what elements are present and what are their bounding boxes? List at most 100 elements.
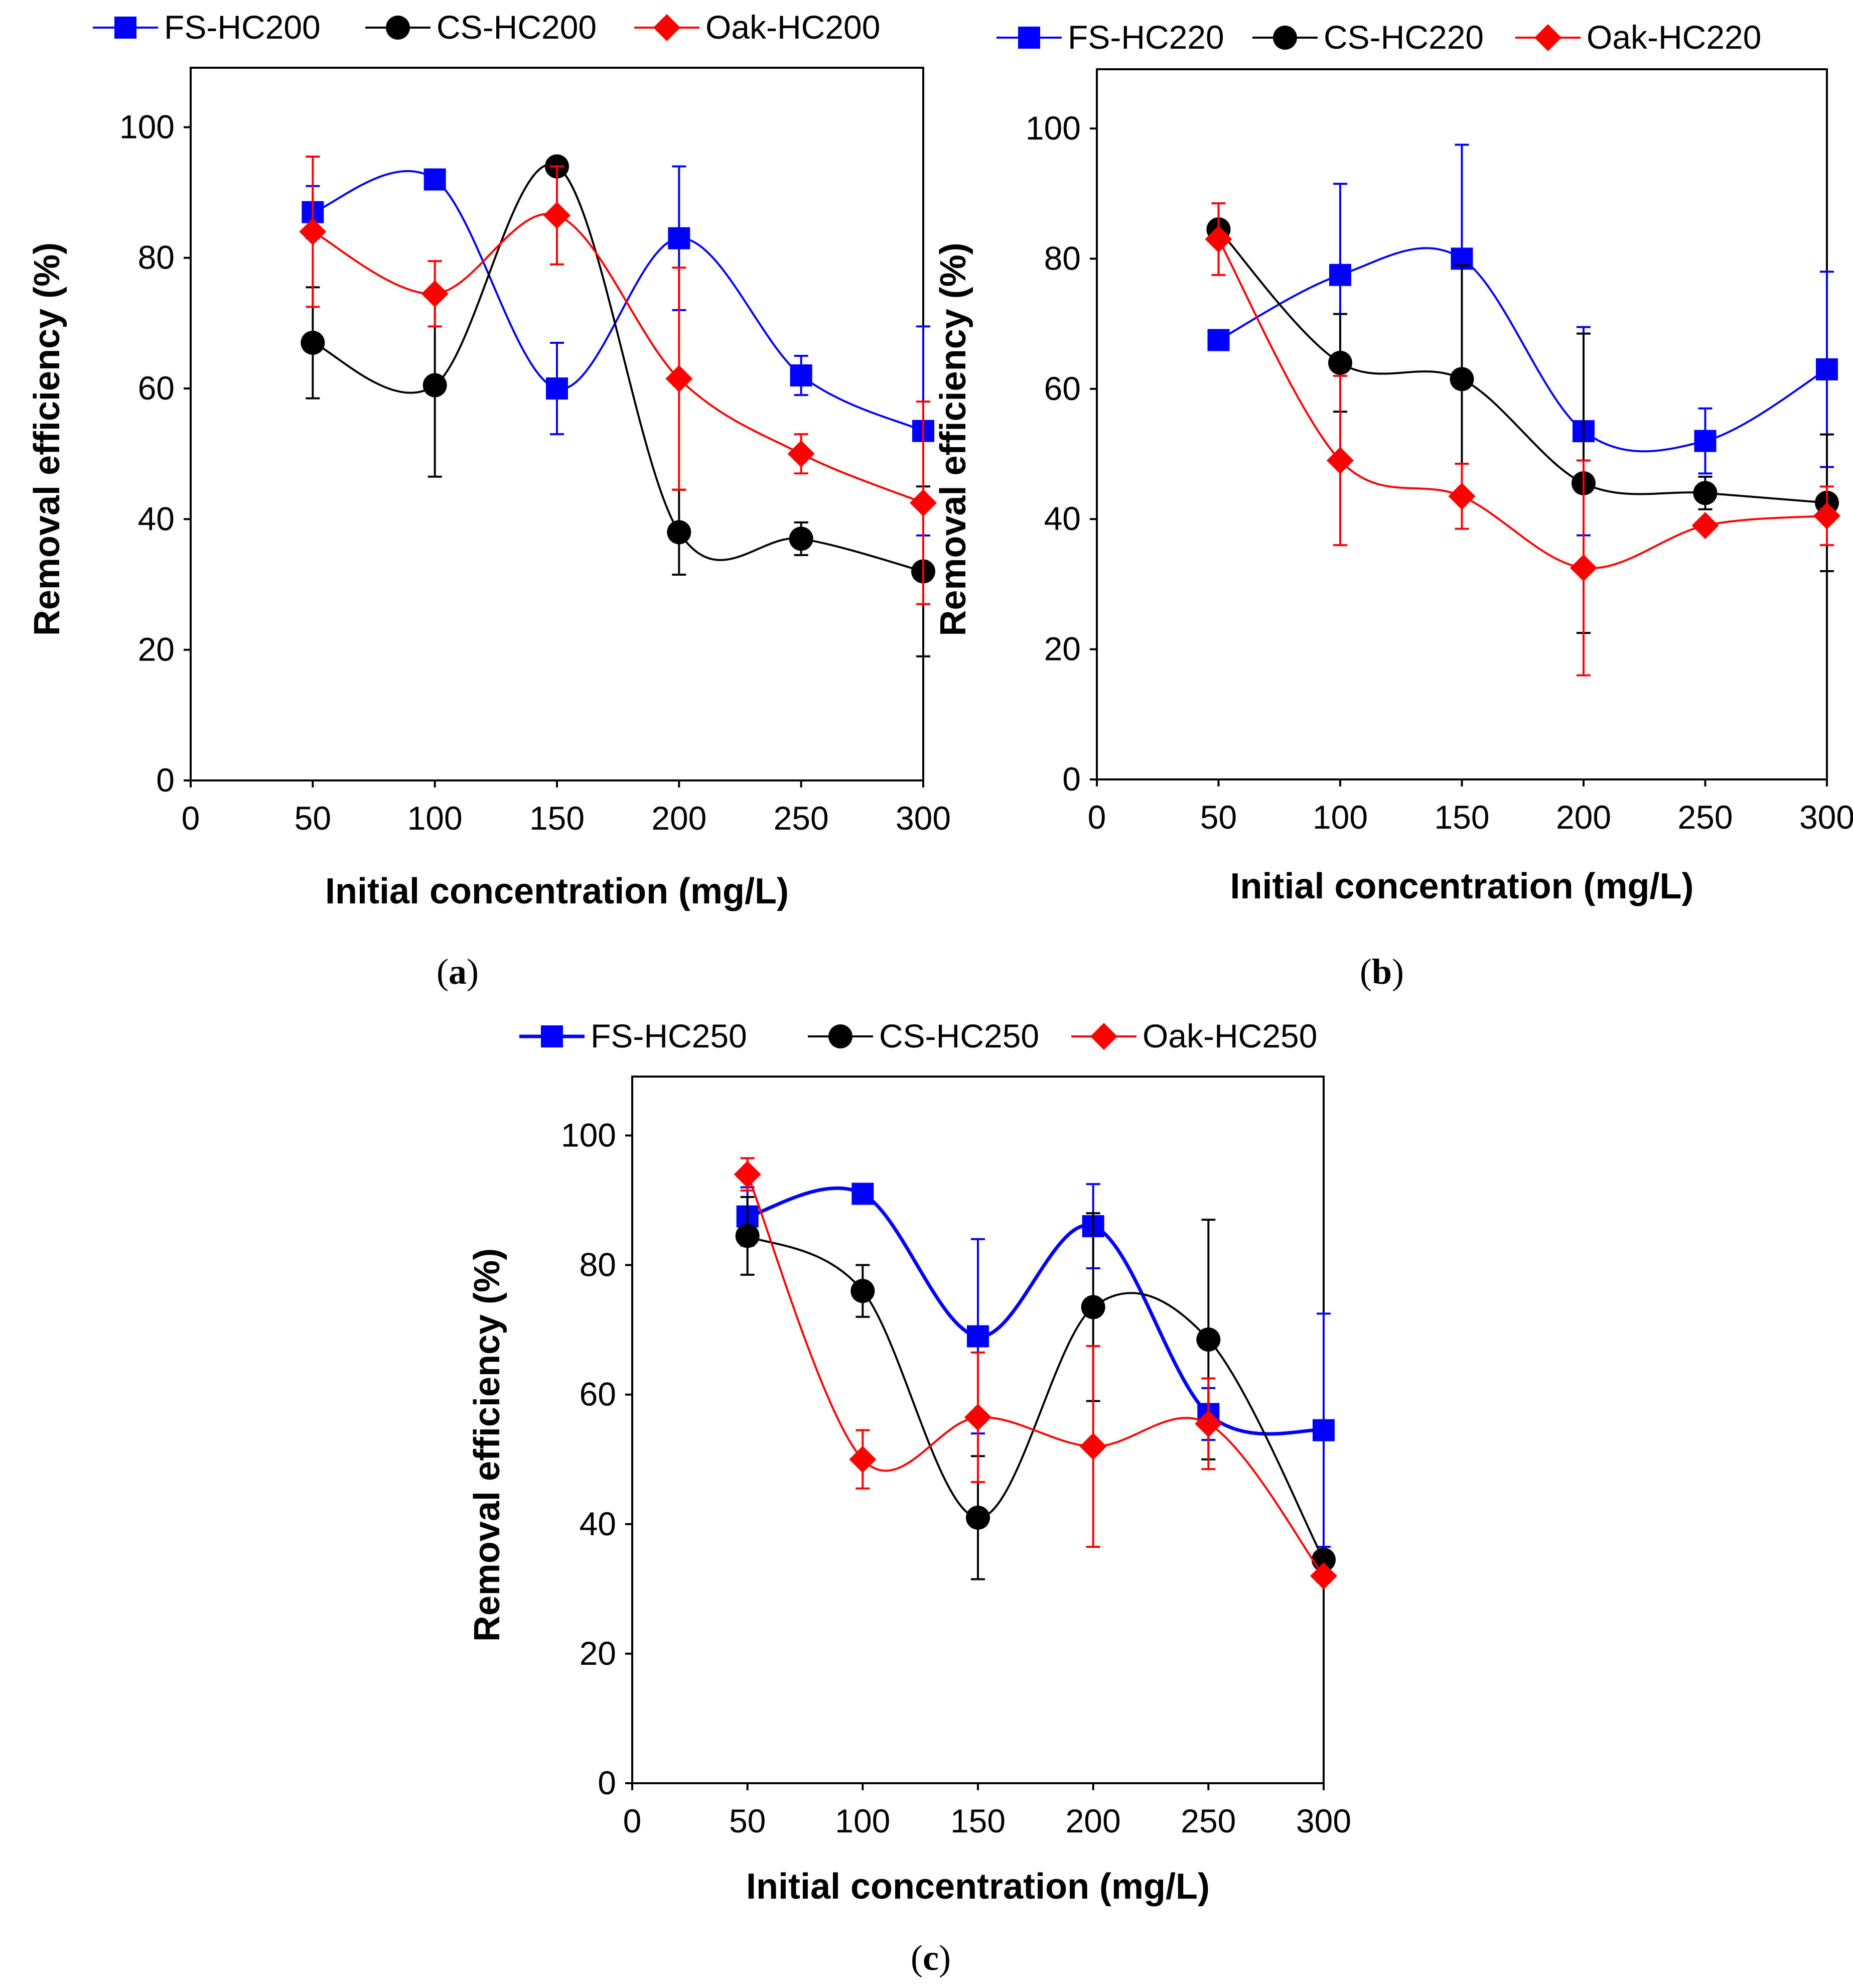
data-point-c-0-2 bbox=[967, 1325, 989, 1348]
legend-marker-b-2 bbox=[1534, 24, 1561, 51]
legend-entry-c-2: Oak-HC250 bbox=[1071, 1017, 1317, 1054]
chart-a-svg: 0 20 40 60 80 100 0 50 100 150 200 250 300 Initial co… bbox=[27, 9, 951, 911]
data-point-c-2-3 bbox=[1079, 1432, 1107, 1460]
data-point-c-2-0 bbox=[734, 1160, 761, 1188]
chart-c-svg: 0 20 40 60 80 100 0 50 100 150 200 250 300 Initial co… bbox=[467, 1017, 1351, 1907]
y-tick-label-b-3: 60 bbox=[1044, 370, 1081, 407]
legend-marker-a-1 bbox=[386, 16, 410, 40]
series-line-c-0 bbox=[747, 1186, 1324, 1436]
caption-b-letter: b bbox=[1371, 952, 1392, 992]
legend-entry-a-0: FS-HC200 bbox=[93, 9, 321, 46]
legend-label-a-2: Oak-HC200 bbox=[705, 9, 880, 46]
x-tick-label-a-0: 0 bbox=[182, 800, 200, 837]
x-tick-label-b-0: 0 bbox=[1088, 799, 1106, 836]
y-tick-label-c-2: 40 bbox=[580, 1505, 616, 1542]
data-point-a-0-3 bbox=[668, 227, 690, 249]
y-tick-label-b-4: 80 bbox=[1044, 239, 1081, 277]
x-tick-label-b-6: 300 bbox=[1799, 799, 1853, 836]
data-point-b-2-0 bbox=[1205, 225, 1232, 253]
x-tick-label-c-3: 150 bbox=[950, 1802, 1006, 1839]
data-point-a-0-4 bbox=[790, 364, 812, 387]
y-tick-label-b-5: 100 bbox=[1026, 109, 1081, 147]
chart-panel-a: 0 20 40 60 80 100 0 50 100 150 200 250 300 Initial co… bbox=[0, 0, 951, 954]
y-tick-label-c-1: 20 bbox=[580, 1635, 616, 1672]
data-point-b-2-4 bbox=[1691, 512, 1719, 540]
data-point-a-1-0 bbox=[301, 330, 325, 355]
data-point-c-1-2 bbox=[966, 1505, 990, 1530]
x-tick-label-c-0: 0 bbox=[623, 1802, 642, 1839]
series-line-b-0 bbox=[1218, 247, 1828, 453]
x-tick-label-c-4: 200 bbox=[1066, 1802, 1121, 1839]
y-tick-label-b-2: 40 bbox=[1044, 500, 1081, 537]
chart-panel-b: 0 20 40 60 80 100 0 50 100 150 200 250 300 Initial co… bbox=[926, 0, 1853, 954]
data-point-c-1-0 bbox=[735, 1224, 760, 1248]
series-line-b-1 bbox=[1218, 228, 1827, 504]
caption-c: (c) bbox=[911, 1938, 951, 1978]
series-c-Oak-HC250 bbox=[734, 1157, 1337, 1590]
legend-marker-b-0 bbox=[1018, 27, 1040, 49]
x-tick-label-b-3: 150 bbox=[1434, 799, 1489, 836]
series-b-Oak-HC220 bbox=[1205, 202, 1840, 677]
y-tick-label-c-5: 100 bbox=[561, 1116, 616, 1153]
y-axis-title-a: Removal efficiency (%) bbox=[27, 242, 67, 636]
data-point-b-1-2 bbox=[1450, 367, 1474, 391]
data-point-a-2-3 bbox=[665, 365, 693, 392]
data-point-b-1-1 bbox=[1328, 350, 1352, 375]
data-point-a-2-5 bbox=[910, 489, 937, 516]
legend-label-a-0: FS-HC200 bbox=[164, 9, 321, 46]
legend-label-b-2: Oak-HC220 bbox=[1587, 19, 1761, 56]
legend-entry-b-2: Oak-HC220 bbox=[1515, 19, 1761, 56]
data-point-a-2-2 bbox=[543, 202, 571, 229]
data-point-b-1-4 bbox=[1693, 481, 1718, 505]
data-point-c-2-5 bbox=[1310, 1562, 1337, 1590]
data-point-c-0-1 bbox=[851, 1182, 874, 1205]
legend-label-a-1: CS-HC200 bbox=[437, 9, 597, 46]
legend-entry-b-0: FS-HC220 bbox=[996, 19, 1224, 56]
data-point-b-0-4 bbox=[1694, 430, 1717, 452]
legend-label-b-1: CS-HC220 bbox=[1324, 19, 1484, 56]
x-tick-label-a-6: 300 bbox=[896, 800, 951, 837]
data-point-c-1-4 bbox=[1196, 1327, 1221, 1352]
x-tick-label-a-1: 50 bbox=[295, 800, 331, 837]
data-point-a-0-1 bbox=[423, 168, 446, 191]
data-point-c-1-1 bbox=[850, 1279, 875, 1303]
series-c-CS-HC250 bbox=[735, 1196, 1336, 1580]
y-axis-title-b: Removal efficiency (%) bbox=[933, 242, 973, 636]
series-c-FS-HC250 bbox=[736, 1182, 1335, 1548]
legend-label-c-0: FS-HC250 bbox=[591, 1017, 747, 1054]
data-point-a-2-1 bbox=[421, 280, 449, 308]
y-tick-label-a-3: 60 bbox=[138, 369, 175, 407]
legend-label-c-2: Oak-HC250 bbox=[1143, 1017, 1317, 1054]
x-tick-label-a-5: 250 bbox=[774, 800, 829, 837]
x-axis-title-c: Initial concentration (mg/L) bbox=[746, 1867, 1210, 1907]
legend-label-c-1: CS-HC250 bbox=[879, 1017, 1039, 1054]
series-b-FS-HC220 bbox=[1207, 144, 1838, 537]
data-point-c-2-1 bbox=[849, 1445, 877, 1473]
data-point-b-2-1 bbox=[1327, 447, 1354, 474]
x-tick-label-c-2: 100 bbox=[835, 1802, 890, 1839]
x-tick-label-b-4: 200 bbox=[1556, 799, 1611, 836]
x-tick-label-c-5: 250 bbox=[1181, 1802, 1236, 1839]
legend-marker-a-0 bbox=[114, 17, 136, 39]
caption-b: (b) bbox=[1360, 952, 1404, 992]
caption-a-letter: a bbox=[448, 952, 467, 992]
x-tick-label-a-4: 200 bbox=[651, 800, 706, 837]
y-tick-label-a-4: 80 bbox=[138, 239, 175, 276]
data-point-b-2-3 bbox=[1570, 554, 1597, 582]
series-line-a-2 bbox=[312, 213, 924, 504]
y-tick-label-b-0: 0 bbox=[1062, 760, 1081, 798]
series-line-c-2 bbox=[746, 1174, 1325, 1577]
legend-marker-c-0 bbox=[541, 1025, 563, 1047]
y-tick-label-a-5: 100 bbox=[119, 108, 175, 145]
x-tick-label-b-5: 250 bbox=[1677, 799, 1733, 836]
x-tick-label-a-3: 150 bbox=[529, 800, 585, 837]
legend-label-b-0: FS-HC220 bbox=[1068, 19, 1224, 56]
legend-entry-c-0: FS-HC250 bbox=[519, 1017, 747, 1054]
chart-panel-c: 0 20 40 60 80 100 0 50 100 150 200 250 300 Initial co… bbox=[452, 999, 1405, 1922]
y-tick-label-a-1: 20 bbox=[138, 631, 175, 668]
legend-entry-a-2: Oak-HC200 bbox=[634, 9, 880, 46]
x-tick-label-b-1: 50 bbox=[1200, 799, 1237, 836]
series-a-CS-HC200 bbox=[301, 154, 935, 657]
x-tick-label-b-2: 100 bbox=[1313, 799, 1368, 836]
data-point-b-0-0 bbox=[1207, 329, 1230, 351]
